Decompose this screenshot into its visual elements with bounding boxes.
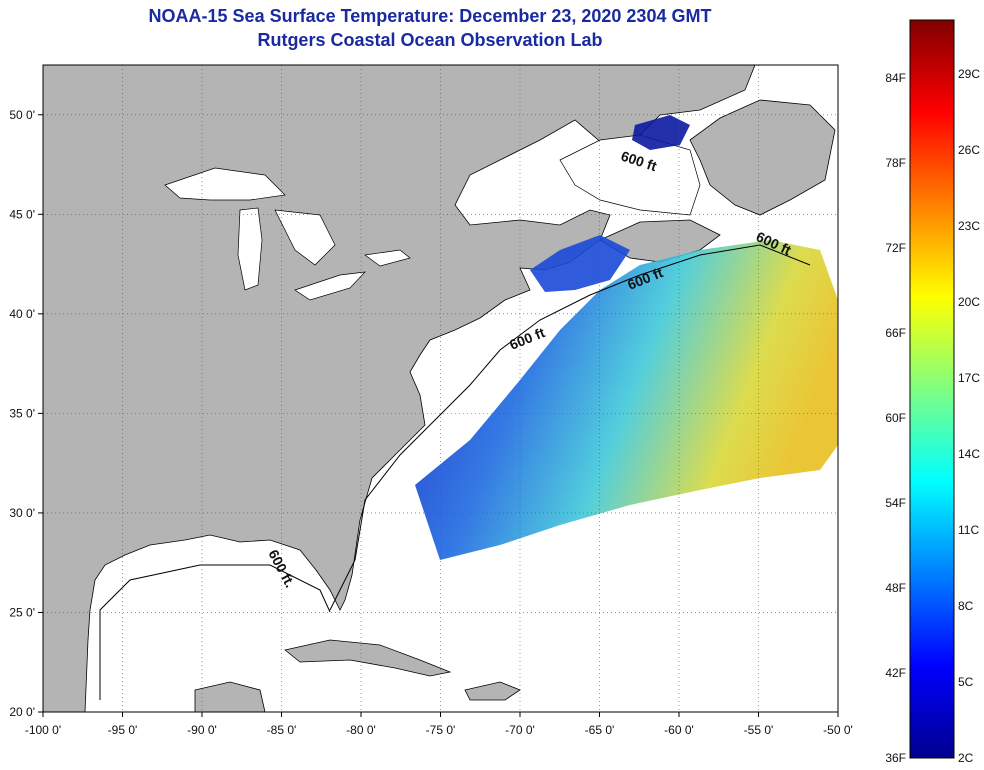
lon-tick-label: -50 0' (823, 723, 853, 737)
lake-erie (294, 271, 366, 301)
colorbar-c-label: 23C (958, 219, 980, 233)
sst-stlawrence (632, 115, 690, 150)
lake-ontario (364, 249, 411, 267)
north-america-land (43, 65, 756, 712)
isobath-600ft (329, 244, 811, 611)
lon-tick-label: -85 0' (267, 723, 297, 737)
colorbar-c-label: 20C (958, 295, 980, 309)
colorbar-f-label: 78F (885, 156, 906, 170)
lat-tick-label: 40 0' (9, 307, 35, 321)
lat-tick-label: 50 0' (9, 108, 35, 122)
colorbar-celsius-labels: 29C 26C 23C 20C 17C 14C 11C 8C 5C 2C (958, 67, 980, 765)
colorbar-f-label: 66F (885, 326, 906, 340)
lat-tick-label: 25 0' (9, 605, 35, 619)
lon-tick-label: -60 0' (664, 723, 694, 737)
lon-tick-label: -70 0' (505, 723, 535, 737)
colorbar-c-label: 14C (958, 447, 980, 461)
sst-swath (415, 240, 838, 560)
yucatan-land (194, 681, 266, 712)
map-subtitle: Rutgers Coastal Ocean Observation Lab (257, 30, 603, 50)
colorbar-c-label: 8C (958, 599, 974, 613)
colorbar-f-label: 84F (885, 71, 906, 85)
lon-tick-label: -80 0' (346, 723, 376, 737)
colorbar-c-label: 2C (958, 751, 974, 765)
lat-tick-label: 35 0' (9, 406, 35, 420)
longitude-axis: -100 0' -95 0' -90 0' -85 0' -80 0' -75 0' -70… (25, 712, 853, 737)
colorbar-f-label: 72F (885, 241, 906, 255)
map-title: NOAA-15 Sea Surface Temperature: Decembe… (148, 6, 712, 26)
sst-gulf-of-maine (530, 235, 630, 292)
lon-tick-label: -75 0' (426, 723, 456, 737)
colorbar-f-label: 60F (885, 411, 906, 425)
gulf-st-lawrence (559, 134, 701, 216)
lon-tick-label: -65 0' (585, 723, 615, 737)
lon-tick-label: -100 0' (25, 723, 61, 737)
lake-huron (274, 209, 336, 266)
colorbar-c-label: 17C (958, 371, 980, 385)
colorbar-c-label: 26C (958, 143, 980, 157)
colorbar-f-label: 42F (885, 666, 906, 680)
colorbar-f-label: 36F (885, 751, 906, 765)
lat-tick-label: 20 0' (9, 705, 35, 719)
lon-tick-label: -55 0' (744, 723, 774, 737)
cuba-land (284, 639, 452, 677)
lat-tick-label: 45 0' (9, 207, 35, 221)
colorbar (909, 19, 955, 759)
colorbar-f-label: 54F (885, 496, 906, 510)
colorbar-c-label: 5C (958, 675, 974, 689)
colorbar-fahrenheit-labels: 84F 78F 72F 66F 60F 54F 48F 42F 36F (885, 71, 906, 765)
lat-tick-label: 30 0' (9, 506, 35, 520)
colorbar-f-label: 48F (885, 581, 906, 595)
map-layers (43, 65, 838, 712)
lon-tick-label: -95 0' (108, 723, 138, 737)
newfoundland-land (689, 99, 836, 216)
colorbar-c-label: 29C (958, 67, 980, 81)
isobath-gulf (99, 564, 331, 700)
lake-michigan (237, 207, 263, 291)
hispaniola-land (464, 681, 521, 701)
nova-scotia-land (599, 219, 721, 263)
lon-tick-label: -90 0' (187, 723, 217, 737)
latitude-axis: 20 0' 25 0' 30 0' 35 0' 40 0' 45 0' 50 0' (9, 108, 43, 719)
colorbar-c-label: 11C (958, 523, 979, 537)
lake-superior (164, 167, 286, 201)
